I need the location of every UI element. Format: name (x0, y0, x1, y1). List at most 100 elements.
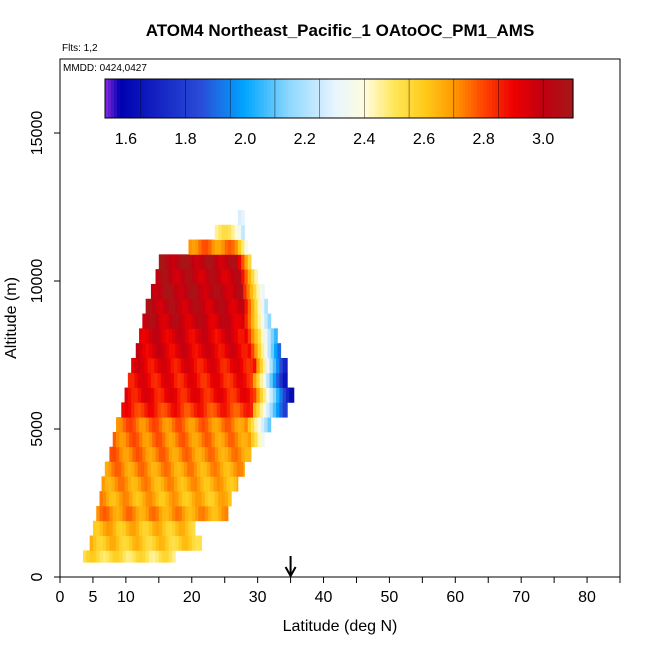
heatmap-cell (172, 298, 176, 314)
heatmap-cell (228, 298, 232, 314)
heatmap-cell (195, 535, 199, 551)
heatmap-cell (131, 402, 135, 418)
heatmap-cell (190, 476, 195, 492)
heatmap-cell (198, 343, 203, 359)
heatmap-cell (188, 328, 193, 344)
heatmap-cell (260, 298, 265, 314)
colorbar-tick-label: 3.0 (532, 131, 554, 148)
heatmap-cell (195, 431, 199, 448)
heatmap-cell (144, 357, 149, 374)
heatmap-cell (204, 431, 209, 448)
heatmap-cell (216, 283, 221, 300)
heatmap-cell (132, 431, 137, 448)
heatmap-cell (234, 224, 239, 240)
colorbar-swatch (519, 79, 523, 118)
colorbar-swatch (228, 79, 232, 118)
heatmap-cell (214, 431, 219, 448)
heatmap-cell (116, 520, 120, 536)
heatmap-cell (208, 417, 212, 433)
heatmap-cell (198, 269, 203, 285)
heatmap-cell (181, 343, 186, 359)
heatmap-cell (155, 417, 160, 433)
heatmap-cell (231, 254, 235, 270)
heatmap-cell (112, 505, 117, 522)
heatmap-cell (131, 357, 135, 374)
heatmap-cell (102, 535, 107, 551)
heatmap-cell (203, 357, 208, 374)
heatmap-cell (170, 372, 175, 388)
heatmap-cell (190, 461, 195, 477)
colorbar-frame (104, 78, 574, 119)
heatmap-cell (236, 283, 241, 300)
heatmap-cell (239, 461, 244, 477)
colorbar-swatch (408, 79, 412, 118)
colorbar-swatch (447, 79, 451, 118)
colorbar-swatch (438, 79, 442, 118)
heatmap-cell (213, 402, 218, 418)
heatmap-cell (239, 387, 244, 403)
heatmap-cell (214, 298, 219, 314)
heatmap-cell (112, 491, 117, 507)
heatmap-cell (104, 476, 109, 492)
colorbar-swatch (465, 79, 469, 118)
heatmap-cell (234, 254, 239, 270)
heatmap-cell (260, 313, 265, 329)
heatmap-cell (132, 505, 137, 522)
heatmap-cell (236, 387, 241, 403)
heatmap-cell (131, 372, 135, 388)
heatmap-cell (132, 446, 137, 462)
heatmap-cell (172, 417, 176, 433)
heatmap-cell (188, 446, 193, 462)
heatmap-cell (241, 446, 245, 462)
colorbar-swatch (471, 79, 475, 118)
heatmap-cell (175, 431, 179, 448)
heatmap-cell (116, 535, 120, 551)
heatmap-cell (228, 239, 232, 255)
heatmap-cell (214, 446, 219, 462)
heatmap-cell (292, 387, 295, 403)
heatmap-cell (220, 476, 224, 492)
colorbar-swatch (315, 79, 319, 118)
heatmap-cell (162, 535, 166, 551)
heatmap-cell (178, 254, 183, 270)
x-tick-label: 60 (446, 589, 464, 606)
colorbar-swatch (303, 79, 307, 118)
heatmap-cell (188, 520, 193, 536)
colorbar-swatch (288, 79, 292, 118)
heatmap-cell (172, 491, 176, 507)
heatmap-cell (125, 446, 130, 462)
heatmap-cell (237, 328, 242, 344)
heatmap-cell (158, 491, 163, 507)
heatmap-cell (112, 446, 117, 462)
heatmap-cell (160, 372, 165, 388)
heatmap-cell (158, 298, 163, 314)
x-tick-label: 10 (117, 589, 135, 606)
heatmap-cell (218, 431, 222, 448)
heatmap-cell (204, 254, 209, 270)
heatmap-cell (177, 402, 181, 418)
heatmap-cell (221, 239, 226, 255)
colorbar-swatch (342, 79, 346, 118)
heatmap-cell (210, 283, 214, 300)
heatmap-cell (168, 535, 173, 551)
heatmap-cell (168, 505, 173, 522)
heatmap-cell (145, 343, 150, 359)
heatmap-cell (145, 328, 150, 344)
heatmap-cell (152, 298, 156, 314)
heatmap-cell (147, 387, 152, 403)
heatmap-cell (162, 417, 166, 433)
heatmap-cell (237, 431, 242, 448)
heatmap-layer (83, 209, 295, 563)
colorbar-swatch (243, 79, 247, 118)
heatmap-cell (102, 550, 107, 563)
heatmap-cell (134, 402, 139, 418)
heatmap-cell (116, 446, 120, 462)
heatmap-cell (239, 357, 244, 374)
heatmap-cell (175, 505, 179, 522)
heatmap-cell (223, 283, 228, 300)
colorbar-swatch (495, 79, 499, 118)
colorbar-swatch (165, 79, 169, 118)
heatmap-cell (188, 431, 193, 448)
heatmap-cell (178, 417, 183, 433)
heatmap-cell (197, 461, 201, 477)
